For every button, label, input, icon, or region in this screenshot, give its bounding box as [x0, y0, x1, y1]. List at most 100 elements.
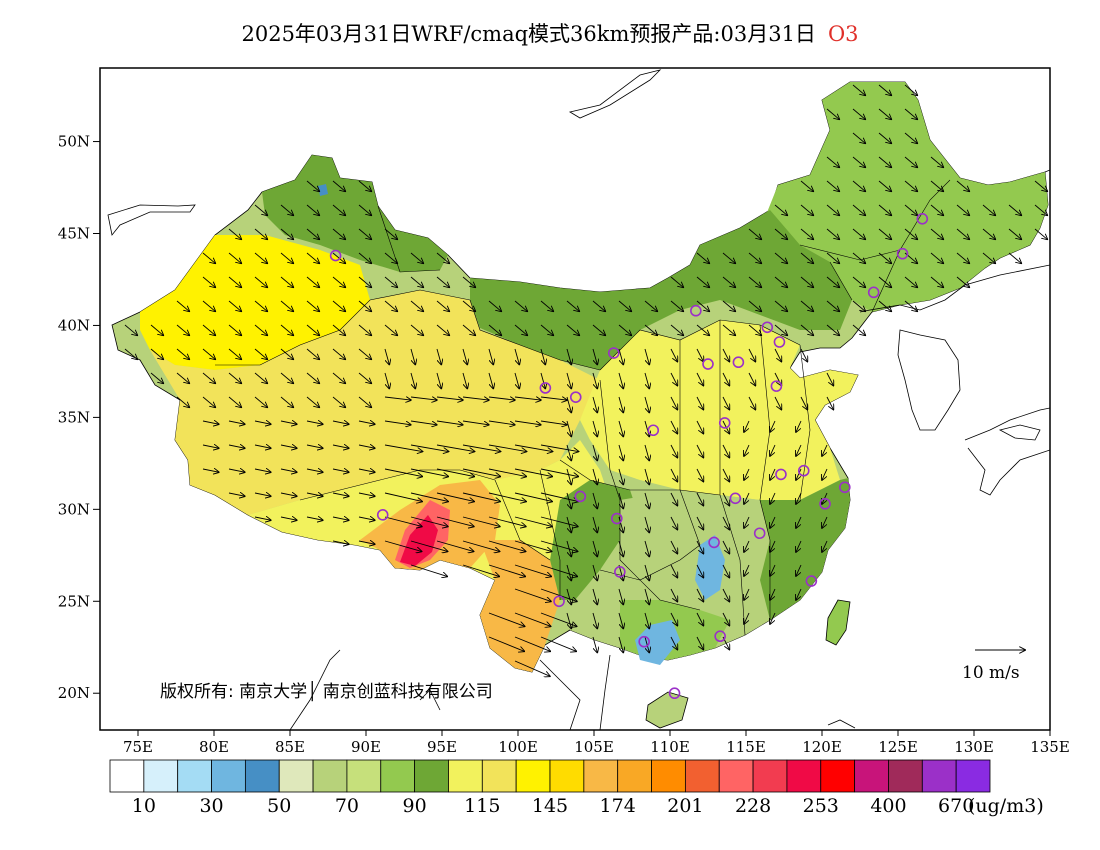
- colorbar-label: 30: [199, 795, 223, 817]
- wind-arrow: [670, 372, 677, 385]
- wind-arrow: [540, 300, 553, 311]
- wind-arrow: [956, 252, 969, 263]
- wind-arrow: [332, 396, 345, 407]
- wind-arrow: [280, 493, 297, 496]
- wind-arrow: [696, 276, 709, 287]
- lon-label: 95E: [427, 738, 457, 756]
- wind-arrow: [566, 324, 579, 335]
- wind-arrow: [618, 636, 623, 652]
- wind-arrow: [722, 612, 729, 625]
- wind-arrow: [202, 300, 215, 311]
- lat-label: 25N: [58, 592, 90, 610]
- wind-arrow: [744, 564, 750, 576]
- monitoring-site-marker: [805, 575, 818, 587]
- colorbar-label: 115: [464, 795, 500, 817]
- lat-label: 45N: [58, 225, 90, 243]
- wind-arrow: [878, 276, 891, 287]
- wind-arrow: [514, 492, 552, 501]
- wind-arrow: [540, 540, 578, 551]
- wind-arrow: [982, 204, 995, 215]
- colorbar-swatch: [346, 759, 382, 793]
- lon-label: 130E: [954, 738, 994, 756]
- wind-arrow: [514, 540, 552, 551]
- wind-arrow: [722, 300, 735, 311]
- wind-arrow: [436, 492, 474, 501]
- monitoring-site-marker: [729, 492, 742, 505]
- zone-southeast-coast: [760, 478, 850, 620]
- wind-arrow: [514, 516, 552, 526]
- wind-arrow: [462, 492, 500, 501]
- wind-arrow: [384, 276, 397, 287]
- colorbar-swatch: [278, 759, 314, 793]
- wind-arrow: [592, 300, 605, 311]
- wind-arrow: [358, 469, 375, 472]
- wind-arrow: [722, 372, 729, 385]
- wind-arrow: [436, 348, 441, 364]
- monitoring-site-marker: [718, 417, 731, 429]
- wind-arrow: [826, 252, 839, 263]
- wind-arrow: [488, 444, 526, 452]
- wind-arrow: [462, 348, 467, 364]
- wind-arrow: [904, 228, 917, 239]
- wind-arrow: [280, 421, 297, 424]
- wind-arrow: [410, 444, 448, 452]
- wind-arrow: [852, 180, 865, 191]
- wind-arrow: [332, 493, 349, 496]
- wind-arrow: [488, 420, 515, 425]
- wind-arrow: [592, 516, 597, 532]
- lon-label: 110E: [650, 738, 690, 756]
- wind-arrow: [878, 300, 891, 311]
- wind-arrow: [644, 516, 649, 532]
- wind-arrow: [592, 588, 597, 604]
- wind-arrow: [176, 300, 189, 311]
- lon-label: 105E: [574, 738, 614, 756]
- wind-arrow: [254, 276, 267, 287]
- colorbar-label: 145: [532, 795, 568, 817]
- wind-arrow: [280, 300, 293, 311]
- wind-arrow: [306, 517, 323, 520]
- wind-arrow: [770, 612, 776, 624]
- wind-arrow: [462, 397, 489, 400]
- wind-arrow: [696, 468, 703, 481]
- wind-arrow: [618, 540, 623, 556]
- wind-arrow: [332, 276, 345, 287]
- wind-arrow: [744, 492, 750, 504]
- wind-arrow: [722, 564, 729, 577]
- wind-arrow: [436, 540, 474, 551]
- wind-arrow: [384, 252, 397, 263]
- wind-arrow: [878, 84, 891, 95]
- wind-arrow: [332, 204, 345, 215]
- zone-se-tibet-red: [400, 515, 438, 566]
- wind-arrow: [436, 420, 463, 425]
- colorbar-swatch: [109, 759, 145, 793]
- wind-arrow: [696, 396, 703, 409]
- wind-arrow: [930, 276, 943, 287]
- wind-arrow: [1034, 204, 1047, 215]
- wind-arrow: [358, 324, 371, 335]
- wind-arrow: [306, 445, 323, 448]
- wind-arrow: [904, 156, 917, 167]
- wind-arrow: [410, 252, 423, 263]
- wind-arrow: [462, 420, 489, 425]
- colorbar-swatch: [955, 759, 991, 793]
- wind-arrow: [410, 300, 423, 311]
- wind-arrow: [744, 516, 750, 528]
- wind-arrow: [358, 252, 371, 263]
- wind-arrow: [878, 156, 891, 167]
- wind-arrow: [358, 348, 371, 359]
- wind-arrow: [744, 612, 750, 624]
- wind-arrow: [800, 276, 813, 287]
- wind-arrow: [150, 372, 163, 383]
- wind-arrow: [462, 300, 475, 311]
- wind-arrow: [488, 612, 525, 626]
- wind-arrow: [540, 444, 578, 452]
- wind-arrow: [644, 444, 649, 460]
- wind-arrow: [618, 468, 623, 484]
- wind-arrow: [696, 492, 703, 505]
- wind-arrow: [306, 372, 319, 383]
- wind-arrow: [358, 204, 371, 215]
- wind-arrow: [644, 468, 649, 484]
- wind-arrow: [878, 228, 891, 239]
- wind-arrow: [748, 276, 761, 287]
- wind-arrow: [796, 516, 802, 528]
